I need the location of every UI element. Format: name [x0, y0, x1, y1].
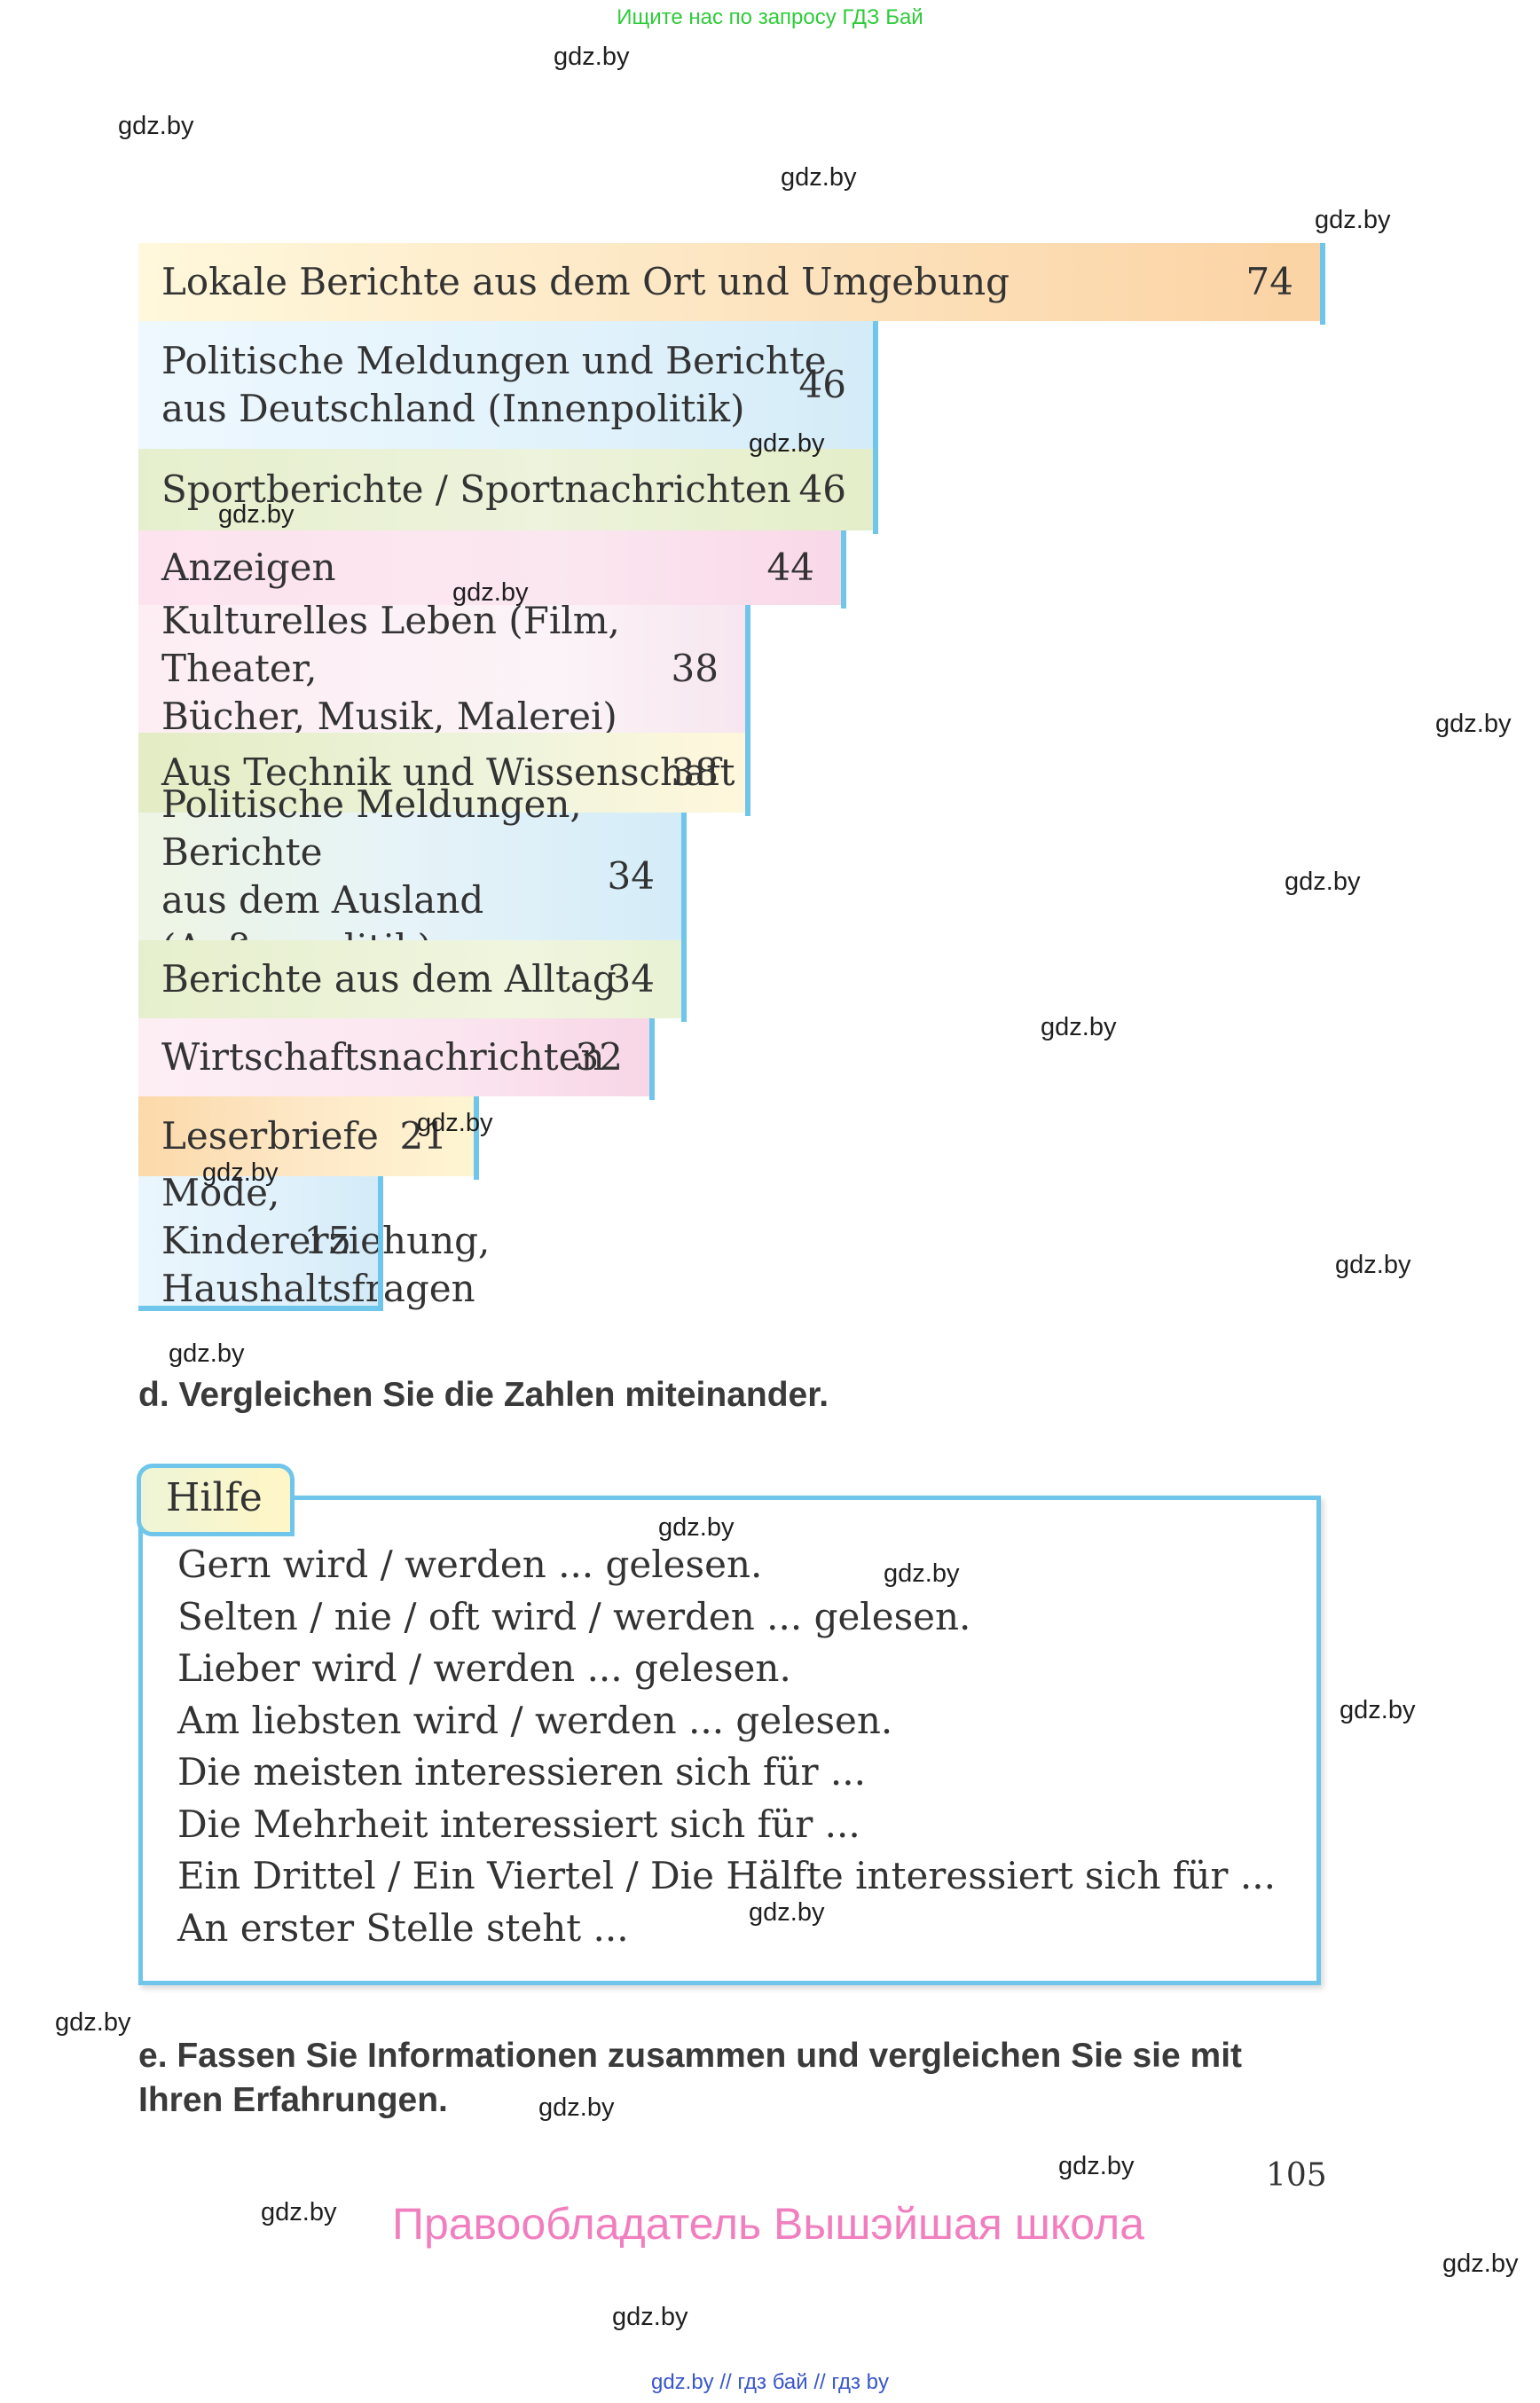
chart-category-label: Lokale Berichte aus dem Ort und Umgebung [161, 260, 1010, 303]
watermark: gdz.by [781, 163, 857, 192]
chart-category-label: Kulturelles Leben (Film, Theater, Bücher… [161, 599, 620, 738]
chart-bar-outline [138, 605, 750, 736]
watermark: gdz.by [55, 2008, 131, 2037]
watermark: gdz.by [1315, 206, 1391, 234]
task-d: d. Vergleichen Sie die Zahlen miteinande… [138, 1376, 829, 1414]
chart-category-label: Leserbriefe [161, 1114, 379, 1158]
chart-bar-outline [138, 940, 687, 1022]
watermark: gdz.by [884, 1559, 960, 1588]
watermark: gdz.by [1285, 868, 1361, 896]
help-line: Die meisten interessieren sich für ... [177, 1750, 866, 1794]
chart-category-label: Politische Meldungen und Berichte aus De… [161, 339, 827, 430]
help-line: Ein Drittel / Ein Viertel / Die Hälfte i… [177, 1854, 1276, 1897]
watermark: gdz.by [417, 1109, 493, 1137]
help-line: Am liebsten wird / werden ... gelesen. [177, 1698, 893, 1742]
page-number: 105 [1266, 2157, 1327, 2194]
chart-value-label: 34 [607, 957, 655, 1001]
help-box [138, 1496, 1321, 1985]
watermark: gdz.by [749, 429, 825, 458]
chart-value-label: 74 [1245, 260, 1293, 303]
chart-bottom-edge [138, 1306, 383, 1311]
chart-bar: Anzeigen 44 [138, 530, 841, 605]
help-line: Selten / nie / oft wird / werden ... gel… [177, 1594, 971, 1638]
task-e-line2: Ihren Erfahrungen. [138, 2081, 448, 2119]
rights-holder: Правообладатель Вышэйшая школа [392, 2199, 1144, 2249]
watermark: gdz.by [554, 43, 630, 71]
watermark: gdz.by [218, 500, 295, 529]
chart-value-label: 34 [607, 854, 655, 898]
chart-bar: Kulturelles Leben (Film, Theater, Bücher… [138, 599, 745, 738]
chart-bar: Berichte aus dem Alltag 34 [138, 940, 681, 1018]
chart-bar: Mode, Kindererziehung, Haushaltsfragen 15 [138, 1171, 490, 1310]
chart-bar-outline [138, 243, 1325, 325]
chart-bar-outline [138, 813, 687, 944]
chart-bar: Sportberichte / Sportnachrichten 46 [138, 449, 873, 530]
chart-bar: Lokale Berichte aus dem Ort und Umgebung… [138, 243, 1320, 321]
bottom-links-note: gdz.by // гдз бай // гдз by [650, 2370, 890, 2394]
watermark: gdz.by [1435, 710, 1512, 738]
help-lines: Gern wird / werden ... gelesen. Selten /… [177, 1539, 1276, 1954]
watermark: gdz.by [1058, 2152, 1135, 2180]
chart-bar-outline [138, 321, 878, 452]
watermark: gdz.by [1335, 1251, 1411, 1279]
chart-category-label: Sportberichte / Sportnachrichten [161, 467, 791, 511]
chart-bar: Politische Meldungen und Berichte aus De… [138, 321, 873, 449]
chart-value-label: 32 [575, 1035, 623, 1079]
watermark: gdz.by [202, 1158, 279, 1187]
task-e-line1: e. Fassen Sie Informationen zusammen und… [138, 2037, 1243, 2075]
chart-value-label: 38 [671, 750, 719, 794]
chart-category-label: Anzeigen [161, 546, 336, 589]
chart-value-label: 44 [766, 546, 814, 589]
watermark: gdz.by [538, 2093, 615, 2122]
chart-category-label: Wirtschaftsnachrichten [161, 1035, 605, 1079]
chart-category-label: Berichte aus dem Alltag [161, 957, 617, 1001]
watermark: gdz.by [658, 1513, 735, 1542]
watermark: gdz.by [1442, 2250, 1519, 2278]
chart-bar-outline [138, 449, 878, 534]
chart-bar-outline [138, 1176, 383, 1309]
chart-bar: Wirtschaftsnachrichten 32 [138, 1018, 649, 1096]
help-line: Die Mehrheit interessiert sich für ... [177, 1802, 860, 1846]
chart-value-label: 46 [798, 363, 846, 406]
chart-bar-outline [138, 733, 750, 816]
chart-bar-outline [138, 1018, 655, 1100]
chart-value-label: 15 [303, 1219, 351, 1262]
watermark: gdz.by [169, 1339, 245, 1368]
chart-bar: Leserbriefe 21 [138, 1096, 474, 1176]
help-title: Hilfe [137, 1464, 295, 1536]
chart-value-label: 21 [399, 1114, 447, 1158]
chart-value-label: 46 [798, 467, 846, 511]
help-line: Gern wird / werden ... gelesen. [177, 1543, 763, 1586]
chart-bar-outline [138, 530, 846, 609]
top-search-note: Ищите нас по запросу ГДЗ Бай [617, 5, 923, 29]
chart-category-label: Aus Technik und Wissenschaft [161, 750, 735, 794]
watermark: gdz.by [261, 2198, 337, 2226]
help-line: An erster Stelle steht ... [177, 1905, 629, 1950]
watermark: gdz.by [1340, 1696, 1416, 1724]
watermark: gdz.by [452, 578, 529, 607]
watermark: gdz.by [749, 1898, 825, 1927]
chart-value-label: 38 [671, 647, 719, 690]
watermark: gdz.by [612, 2303, 688, 2331]
watermark: gdz.by [1041, 1013, 1117, 1041]
chart-category-label: Mode, Kindererziehung, Haushaltsfragen [161, 1171, 491, 1310]
watermark: gdz.by [118, 112, 194, 140]
help-line: Lieber wird / werden ... gelesen. [177, 1646, 791, 1690]
chart-bar-outline [138, 1096, 479, 1180]
chart-bar: Aus Technik und Wissenschaft 38 [138, 733, 745, 813]
